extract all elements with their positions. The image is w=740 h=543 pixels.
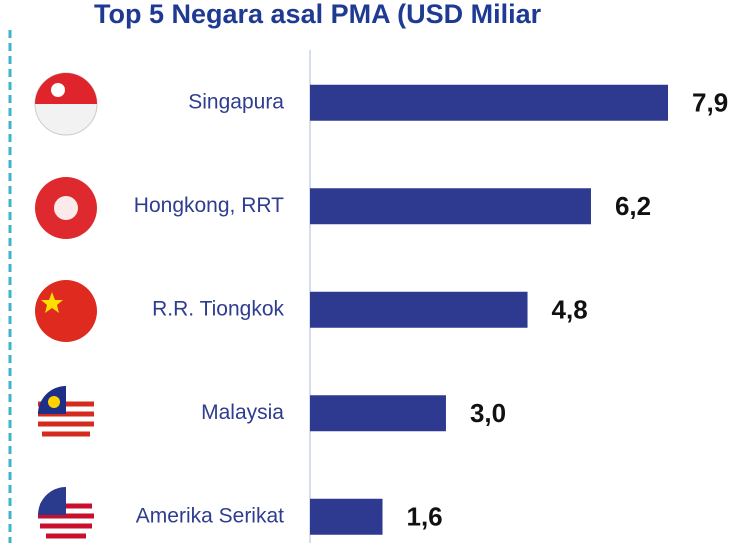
- chart-title: Top 5 Negara asal PMA (USD Miliar: [94, 0, 542, 29]
- value-label: 6,2: [615, 191, 651, 221]
- bar: [310, 188, 591, 225]
- flags: [34, 72, 98, 543]
- flag-malaysia: [38, 386, 94, 442]
- category-label: Singapura: [188, 90, 284, 113]
- value-label: 7,9: [692, 88, 728, 118]
- bar: [310, 395, 446, 432]
- bar: [310, 84, 669, 121]
- category-label: Amerika Serikat: [136, 504, 284, 527]
- flag-china: [35, 280, 97, 342]
- flag-singapore: [34, 72, 98, 136]
- category-label: Malaysia: [201, 401, 284, 424]
- value-label: 4,8: [552, 295, 588, 325]
- value-label: 1,6: [407, 502, 443, 532]
- value-label: 3,0: [470, 398, 506, 428]
- bar: [310, 291, 528, 328]
- flag-hongkong: [35, 177, 97, 239]
- bar: [310, 498, 383, 535]
- category-label: Hongkong, RRT: [134, 194, 284, 217]
- category-label: R.R. Tiongkok: [152, 297, 284, 320]
- flag-usa: [38, 487, 94, 543]
